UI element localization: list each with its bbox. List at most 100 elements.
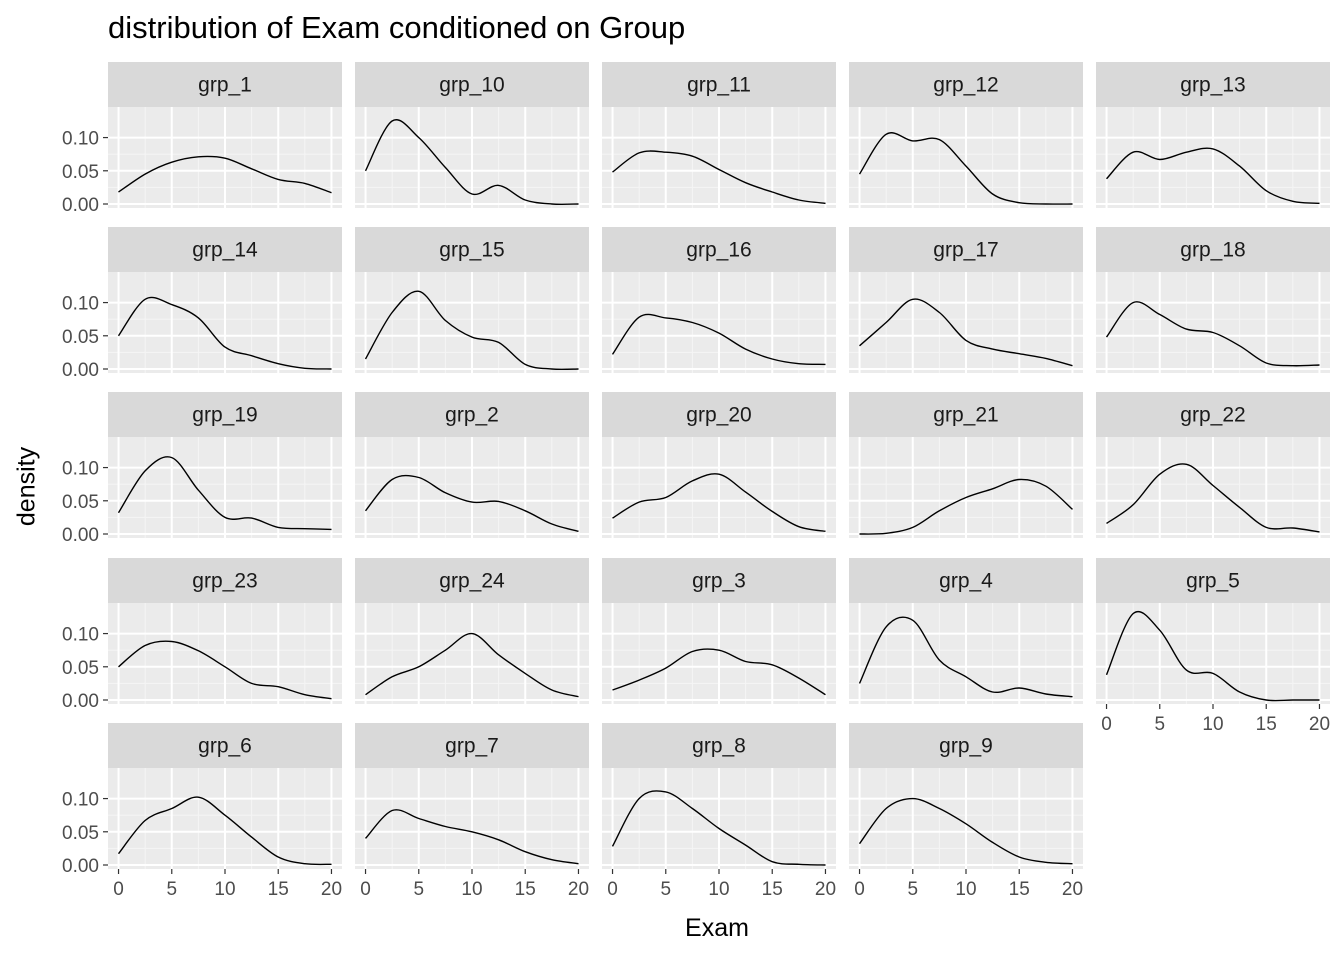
density-line-grp_2 xyxy=(364,474,579,532)
y-tick-label: 0.05 xyxy=(62,492,99,513)
chart-title: distribution of Exam conditioned on Grou… xyxy=(108,10,686,45)
y-tick-label: 0.05 xyxy=(62,823,99,844)
facet-strip xyxy=(849,723,1083,768)
x-tick-label: 10 xyxy=(955,879,976,900)
x-tick-label: 10 xyxy=(708,879,729,900)
facet-strip xyxy=(602,723,836,768)
facet-strip-label: grp_13 xyxy=(1180,74,1245,97)
density-line-grp_8 xyxy=(611,790,826,866)
facet-strip-label: grp_8 xyxy=(692,735,746,758)
density-line-grp_3 xyxy=(612,648,826,696)
facet-strip-label: grp_22 xyxy=(1180,404,1245,427)
y-tick-label: 0.05 xyxy=(62,162,99,183)
facet-strip-label: grp_16 xyxy=(686,239,751,262)
facet-strip-label: grp_24 xyxy=(439,570,505,593)
density-line-grp_12 xyxy=(858,132,1073,205)
x-tick-label: 20 xyxy=(1062,879,1083,900)
x-tick-label: 5 xyxy=(660,879,671,900)
facet-strip xyxy=(355,558,589,603)
x-tick-label: 20 xyxy=(568,879,589,900)
density-line-grp_13 xyxy=(1105,147,1320,204)
density-line-grp_23 xyxy=(118,640,332,700)
facet-strip-label: grp_19 xyxy=(192,404,257,427)
x-tick-label: 5 xyxy=(413,879,424,900)
facet-strip-label: grp_2 xyxy=(445,404,499,427)
facet-strip xyxy=(355,62,589,107)
facet-strip-label: grp_6 xyxy=(198,735,252,758)
density-line-grp_21 xyxy=(859,478,1073,535)
density-line-grp_9 xyxy=(858,797,1073,865)
facet-strip-label: grp_5 xyxy=(1186,570,1240,593)
facet-strip xyxy=(849,62,1083,107)
facet-strip-label: grp_20 xyxy=(686,404,751,427)
facet-strip xyxy=(1096,558,1330,603)
y-tick-label: 0.10 xyxy=(62,459,99,480)
facet-strip xyxy=(602,227,836,272)
facet-strip-label: grp_9 xyxy=(939,735,993,758)
facet-strip-label: grp_23 xyxy=(192,570,257,593)
x-tick-label: 15 xyxy=(1009,879,1030,900)
y-tick-label: 0.00 xyxy=(62,195,99,216)
facet-strip xyxy=(108,62,342,107)
x-axis-label: Exam xyxy=(685,914,749,942)
facet-strip xyxy=(602,62,836,107)
facet-strip xyxy=(849,558,1083,603)
facet-strip xyxy=(108,227,342,272)
facet-strip xyxy=(1096,227,1330,272)
x-tick-label: 0 xyxy=(1101,714,1112,735)
density-line-grp_6 xyxy=(117,796,332,866)
facet-strip-label: grp_3 xyxy=(692,570,746,593)
y-tick-label: 0.10 xyxy=(62,129,99,150)
facet-strip xyxy=(108,723,342,768)
density-line-grp_10 xyxy=(364,119,579,206)
density-line-grp_7 xyxy=(364,809,579,865)
density-line-grp_14 xyxy=(117,296,332,370)
density-line-grp_17 xyxy=(859,298,1073,367)
facet-strip xyxy=(108,392,342,437)
density-line-grp_20 xyxy=(612,473,826,532)
facet-strip-label: grp_18 xyxy=(1180,239,1245,262)
facet-strip-label: grp_1 xyxy=(198,74,252,97)
x-tick-label: 0 xyxy=(854,879,865,900)
density-line-grp_22 xyxy=(1106,463,1320,533)
density-line-grp_5 xyxy=(1105,611,1320,702)
facet-strip-label: grp_21 xyxy=(933,404,998,427)
facet-strip xyxy=(355,227,589,272)
facet-strip xyxy=(355,723,589,768)
facet-strip xyxy=(1096,62,1330,107)
facet-strip-label: grp_12 xyxy=(933,74,998,97)
x-tick-label: 10 xyxy=(214,879,235,900)
facet-strip xyxy=(849,227,1083,272)
x-tick-label: 20 xyxy=(321,879,342,900)
density-line-grp_19 xyxy=(117,456,332,531)
x-tick-label: 5 xyxy=(907,879,918,900)
facet-strip-label: grp_17 xyxy=(933,239,998,262)
facet-strip xyxy=(602,392,836,437)
facet-strip-label: grp_15 xyxy=(439,239,504,262)
x-tick-label: 20 xyxy=(815,879,836,900)
y-tick-label: 0.10 xyxy=(62,790,99,811)
facet-strip xyxy=(1096,392,1330,437)
facet-strip-label: grp_10 xyxy=(439,74,504,97)
y-tick-label: 0.10 xyxy=(62,294,99,315)
x-tick-label: 15 xyxy=(515,879,536,900)
y-tick-label: 0.10 xyxy=(62,625,99,646)
density-line-grp_11 xyxy=(612,150,826,204)
density-line-grp_4 xyxy=(858,616,1073,698)
density-line-grp_16 xyxy=(611,313,826,366)
y-axis-label: density xyxy=(12,446,41,527)
facet-strip xyxy=(108,558,342,603)
density-line-grp_24 xyxy=(365,632,579,698)
x-tick-label: 15 xyxy=(762,879,783,900)
y-tick-label: 0.05 xyxy=(62,327,99,348)
x-tick-label: 10 xyxy=(1202,714,1223,735)
x-tick-label: 15 xyxy=(1256,714,1277,735)
density-line-grp_18 xyxy=(1105,301,1320,367)
x-tick-label: 5 xyxy=(166,879,177,900)
x-tick-label: 0 xyxy=(607,879,618,900)
x-tick-label: 15 xyxy=(268,879,289,900)
x-tick-label: 0 xyxy=(360,879,371,900)
facet-strip xyxy=(602,558,836,603)
x-tick-label: 20 xyxy=(1309,714,1330,735)
